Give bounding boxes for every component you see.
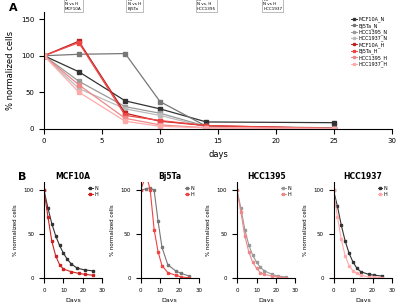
Legend: MCF10A_N, Bj5Ta_N, HCC1395_N, HCC1937_N, MCF10A_H, Bj5Ta_H, HCC1395_H, HCC1937_H: MCF10A_N, Bj5Ta_N, HCC1395_N, HCC1937_N,…	[349, 14, 390, 69]
Text: 0.6004
ns
N vs H
Bj5Ta: 0.6004 ns N vs H Bj5Ta	[128, 0, 142, 11]
Text: 0.3179
1
N vs H
MCF10A: 0.3179 1 N vs H MCF10A	[65, 0, 82, 11]
Y-axis label: % normalized cells: % normalized cells	[6, 31, 15, 110]
X-axis label: Days: Days	[258, 298, 274, 302]
Title: HCC1395: HCC1395	[247, 172, 286, 181]
Title: Bj5Ta: Bj5Ta	[158, 172, 181, 181]
Legend: N, H: N, H	[86, 184, 100, 199]
X-axis label: Days: Days	[65, 298, 81, 302]
X-axis label: Days: Days	[355, 298, 371, 302]
Legend: N, H: N, H	[376, 184, 390, 199]
Title: HCC1937: HCC1937	[343, 172, 382, 181]
Text: 0.0988
ns
N vs H
HCC1937: 0.0988 ns N vs H HCC1937	[263, 0, 282, 11]
Y-axis label: % normalized cells: % normalized cells	[206, 204, 211, 255]
Y-axis label: % normalized cells: % normalized cells	[110, 204, 115, 255]
Text: A: A	[9, 3, 18, 13]
X-axis label: days: days	[208, 150, 228, 159]
X-axis label: Days: Days	[162, 298, 178, 302]
Title: MCF10A: MCF10A	[56, 172, 91, 181]
Y-axis label: % normalized cells: % normalized cells	[303, 204, 308, 255]
Text: B: B	[18, 172, 26, 182]
Text: 0.3682
ns
N vs. H
HCC1395: 0.3682 ns N vs. H HCC1395	[197, 0, 216, 11]
Legend: N, H: N, H	[279, 184, 293, 199]
Y-axis label: % normalized cells: % normalized cells	[13, 204, 18, 255]
Legend: N, H: N, H	[183, 184, 196, 199]
